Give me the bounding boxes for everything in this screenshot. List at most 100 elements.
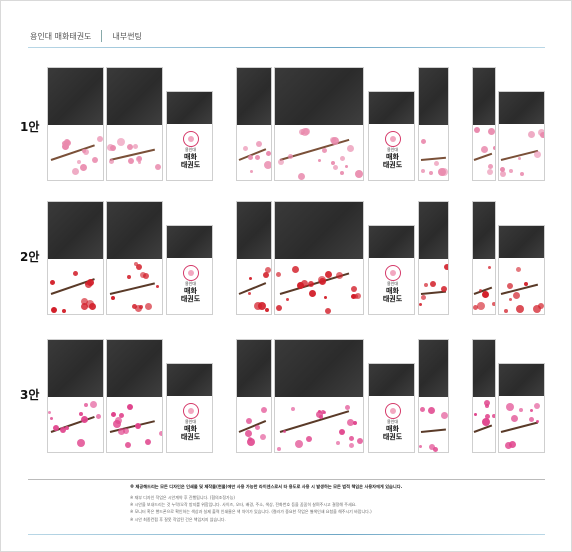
- design-panel: [418, 67, 449, 181]
- blossom-graphic: [345, 165, 348, 168]
- blossom-graphic: [340, 156, 345, 161]
- blossom-graphic: [516, 267, 521, 272]
- blossom-graphic: [143, 273, 149, 279]
- design-panel: [472, 339, 496, 453]
- blossom-graphic: [277, 447, 281, 451]
- blossom-graphic: [254, 302, 262, 310]
- blossom-graphic: [419, 303, 422, 306]
- blossom-graphic: [82, 149, 86, 153]
- logo-graphic: 용인대 매화 태권도: [373, 403, 412, 441]
- blossom-graphic: [524, 282, 528, 286]
- blossom-graphic: [83, 149, 89, 155]
- tint-film-area: [499, 92, 544, 124]
- footer-note: ※ 모니터 혹은 핸드폰으로 확인하는 색상과 실제 출력 인쇄물은 색 차이가…: [130, 509, 372, 515]
- tint-film-area: [499, 226, 544, 258]
- blossom-graphic: [323, 411, 326, 414]
- blossom-graphic: [255, 425, 260, 430]
- blossom-graphic: [263, 272, 269, 278]
- blossom-graphic: [316, 411, 323, 418]
- tint-film-area: [369, 364, 414, 396]
- blossom-graphic: [156, 285, 159, 288]
- tint-film-area: [167, 226, 212, 258]
- blossom-graphic: [507, 283, 513, 289]
- blossom-graphic: [349, 436, 354, 441]
- blossom-graphic: [292, 266, 299, 273]
- blossom-graphic: [85, 281, 92, 288]
- tint-film-area: [237, 68, 271, 125]
- branch-graphic: [473, 424, 493, 433]
- design-panel: [274, 67, 364, 181]
- tint-film-area: [107, 202, 162, 259]
- blossom-graphic: [127, 144, 133, 150]
- tint-film-area: [107, 340, 162, 397]
- blossom-graphic: [288, 154, 293, 159]
- blossom-graphic: [536, 420, 539, 423]
- blossom-graphic: [248, 155, 253, 160]
- blossom-graphic: [65, 426, 69, 430]
- blossom-graphic: [118, 428, 125, 435]
- blossom-graphic: [488, 164, 493, 169]
- blossom-graphic: [258, 302, 266, 310]
- row-label-1: 1안: [20, 120, 40, 134]
- page-header: 용인대 매화태권도 내부썬팅: [30, 28, 142, 44]
- logo-text-line: 매화: [184, 286, 197, 295]
- blossom-graphic: [113, 420, 121, 428]
- blossom-graphic: [509, 298, 512, 301]
- page-title: 용인대 매화태권도: [30, 31, 92, 41]
- blossom-graphic: [96, 414, 101, 419]
- design-panel: [106, 67, 163, 181]
- blossom-graphic: [132, 304, 137, 309]
- row-label-2: 2안: [20, 250, 40, 264]
- design-panel: [418, 201, 449, 315]
- blossom-graphic: [111, 412, 116, 417]
- design-panel: [472, 201, 496, 315]
- logo-text-line: 태권도: [382, 432, 403, 441]
- design-panel: [274, 339, 364, 453]
- blossom-graphic: [516, 305, 524, 313]
- blossom-graphic: [504, 309, 508, 313]
- blossom-graphic: [301, 132, 304, 135]
- blossom-graphic: [128, 158, 134, 164]
- design-panel: [236, 67, 272, 181]
- license-notice: ※ 제공해드리는 모든 디자인은 인쇄물 및 제작물(현물)에만 사용 가능한 …: [130, 484, 403, 489]
- tint-film-area: [473, 202, 495, 259]
- design-panel: [47, 339, 104, 453]
- design-panel: 용인대 매화 태권도: [368, 363, 415, 453]
- logo-graphic: 용인대 매화 태권도: [171, 265, 210, 303]
- blossom-graphic: [319, 278, 326, 285]
- design-panel: [498, 363, 545, 453]
- footer-rule: [28, 479, 545, 480]
- blossom-graphic: [493, 146, 495, 150]
- branch-graphic: [500, 421, 539, 433]
- blossom-graphic: [477, 302, 485, 310]
- blossom-graphic: [306, 436, 312, 442]
- blossom-graphic: [278, 159, 284, 165]
- blossom-graphic: [538, 303, 544, 309]
- tint-film-area: [275, 202, 363, 259]
- design-panel: [236, 201, 272, 315]
- blossom-graphic: [308, 281, 314, 287]
- blossom-graphic: [339, 429, 345, 435]
- tint-film-area: [48, 340, 103, 397]
- blossom-graphic: [81, 298, 88, 305]
- blossom-graphic: [509, 441, 516, 448]
- blossom-graphic: [529, 417, 534, 422]
- blossom-graphic: [245, 430, 252, 437]
- blossom-graphic: [441, 412, 448, 419]
- plum-emblem-icon: [384, 403, 401, 419]
- blossom-graphic: [283, 430, 286, 433]
- logo-text-line: 매화: [386, 152, 399, 161]
- blossom-graphic: [159, 431, 162, 436]
- design-panel: 용인대 매화 태권도: [166, 225, 213, 315]
- blossom-graphic: [246, 418, 252, 424]
- footer-notes: ※ 재부 디자인 작업은 시안계약 후 진행됩니다. (협의조정가능) ※ 시안…: [130, 494, 372, 523]
- blossom-graphic: [511, 415, 518, 422]
- blossom-graphic: [286, 298, 289, 301]
- blossom-graphic: [97, 136, 103, 142]
- blossom-graphic: [474, 413, 477, 416]
- blossom-graphic: [473, 305, 478, 310]
- blossom-graphic: [347, 145, 354, 152]
- blossom-graphic: [62, 143, 69, 150]
- blossom-graphic: [303, 128, 310, 135]
- blossom-graphic: [249, 277, 252, 280]
